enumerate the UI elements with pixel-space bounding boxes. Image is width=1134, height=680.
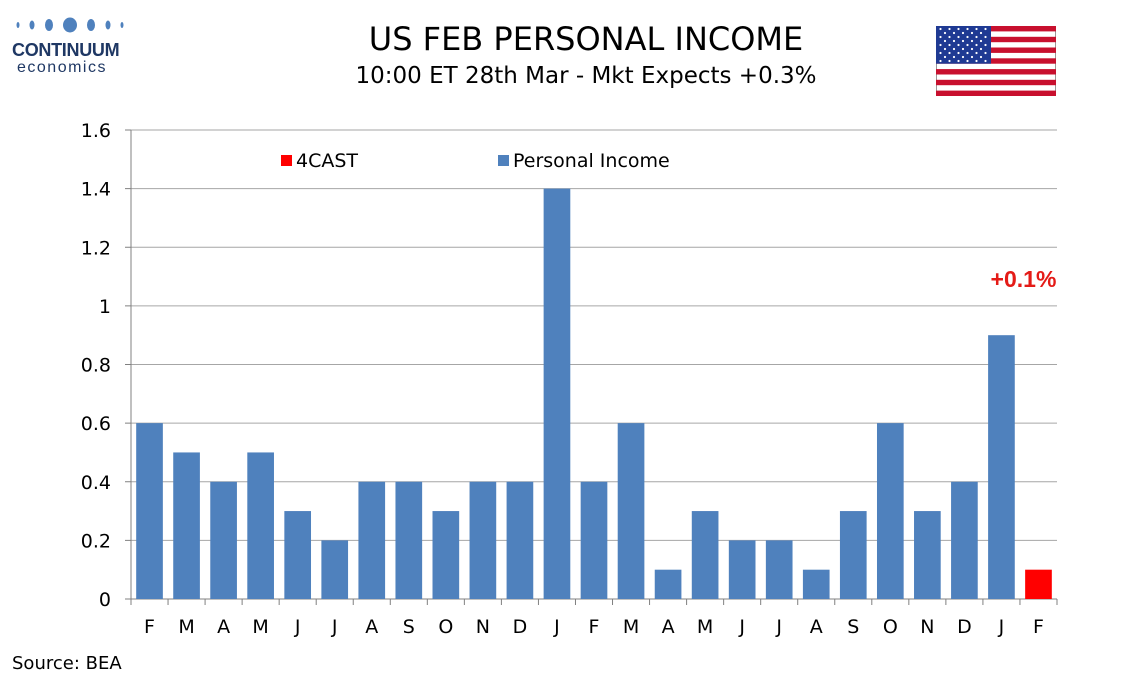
x-tick-label: S bbox=[403, 616, 415, 638]
x-tick-label: A bbox=[365, 616, 378, 638]
income-bar bbox=[839, 511, 867, 599]
income-bar bbox=[617, 423, 645, 599]
y-tick-label: 0.8 bbox=[81, 355, 111, 377]
x-tick-label: D bbox=[513, 616, 528, 638]
x-tick-label: O bbox=[438, 616, 453, 638]
y-tick-label: 1.2 bbox=[81, 237, 111, 259]
income-bar bbox=[395, 481, 423, 599]
x-tick-label: F bbox=[144, 616, 155, 638]
forecast-bar bbox=[1025, 569, 1052, 599]
income-bar bbox=[728, 540, 756, 599]
x-tick-label: M bbox=[252, 616, 268, 638]
income-bar bbox=[358, 481, 386, 599]
chart-subtitle: 10:00 ET 28th Mar - Mkt Expects +0.3% bbox=[355, 63, 817, 89]
income-bar bbox=[876, 423, 904, 599]
bar-chart: 00.20.40.60.811.21.41.6F M A M J J A S O N D J F M A M J… bbox=[81, 120, 1058, 638]
x-tick-label: A bbox=[217, 616, 230, 638]
income-bar bbox=[654, 569, 682, 599]
income-bar bbox=[765, 540, 793, 599]
continuum-logo: CONTINUUM economics bbox=[12, 14, 137, 77]
legend-label: 4CAST bbox=[296, 150, 358, 172]
x-tick-label: A bbox=[662, 616, 675, 638]
y-tick-label: 1 bbox=[99, 296, 111, 318]
x-tick-label: J bbox=[738, 616, 745, 638]
income-bar bbox=[136, 423, 163, 599]
x-tick-label: A bbox=[810, 616, 823, 638]
income-bar bbox=[914, 511, 941, 599]
income-bar bbox=[173, 452, 200, 599]
x-tick-label: J bbox=[775, 616, 782, 638]
y-tick-label: 0 bbox=[99, 589, 111, 611]
us-flag-icon bbox=[936, 26, 1056, 96]
income-bar bbox=[543, 188, 571, 599]
source-note: Source: BEA bbox=[12, 653, 122, 674]
income-bar bbox=[988, 335, 1015, 599]
legend-swatch bbox=[498, 155, 509, 166]
income-bar bbox=[506, 481, 534, 599]
x-tick-label: O bbox=[883, 616, 898, 638]
income-bar bbox=[284, 511, 312, 599]
x-tick-label: F bbox=[1033, 616, 1044, 638]
x-tick-label: N bbox=[920, 616, 934, 638]
x-tick-label: D bbox=[957, 616, 972, 638]
x-tick-label: J bbox=[294, 616, 301, 638]
x-tick-label: S bbox=[847, 616, 859, 638]
x-tick-label: F bbox=[589, 616, 600, 638]
y-tick-label: 1.6 bbox=[81, 120, 111, 142]
y-tick-label: 1.4 bbox=[81, 179, 111, 201]
income-bar bbox=[691, 511, 719, 599]
logo-name: CONTINUUM bbox=[12, 40, 120, 60]
x-tick-label: M bbox=[178, 616, 194, 638]
income-bar bbox=[321, 540, 349, 599]
logo-subtitle: economics bbox=[17, 59, 107, 76]
income-bar bbox=[469, 481, 497, 599]
y-tick-label: 0.2 bbox=[81, 530, 111, 552]
chart-title: US FEB PERSONAL INCOME bbox=[368, 20, 804, 58]
legend-swatch bbox=[281, 155, 292, 166]
y-tick-label: 0.6 bbox=[81, 413, 111, 435]
x-tick-label: J bbox=[331, 616, 338, 638]
income-bar bbox=[580, 481, 608, 599]
y-tick-label: 0.4 bbox=[81, 472, 111, 494]
x-tick-label: J bbox=[998, 616, 1005, 638]
logo-dots-icon bbox=[16, 17, 124, 33]
x-tick-label: J bbox=[553, 616, 560, 638]
income-bar bbox=[247, 452, 274, 599]
income-bar bbox=[802, 569, 830, 599]
income-bar bbox=[210, 481, 237, 599]
x-tick-label: N bbox=[476, 616, 490, 638]
legend-label: Personal Income bbox=[513, 150, 670, 172]
income-bar bbox=[951, 481, 978, 599]
forecast-annotation: +0.1% bbox=[991, 266, 1057, 292]
x-tick-label: M bbox=[623, 616, 639, 638]
income-bar bbox=[432, 511, 460, 599]
x-tick-label: M bbox=[697, 616, 713, 638]
